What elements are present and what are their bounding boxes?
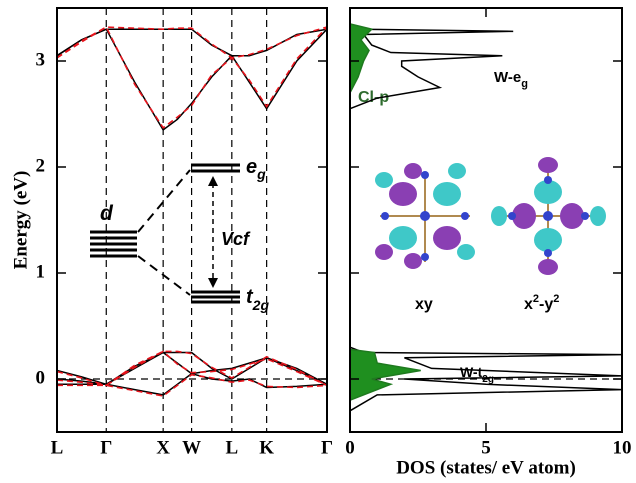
annotation: xy — [415, 296, 433, 313]
plot-frame — [349, 7, 623, 433]
y-axis-label: Energy (eV) — [10, 171, 31, 270]
band-line — [57, 26, 327, 59]
x-tick-label: X — [156, 437, 170, 458]
annotation: d — [100, 202, 114, 225]
orbital-x2-y2 — [491, 157, 606, 275]
y-tick-label: 0 — [36, 367, 46, 388]
y-tick-label: 1 — [36, 261, 46, 282]
annotation: t2g — [246, 286, 269, 312]
x-tick-label: 5 — [481, 437, 491, 458]
band-line — [350, 23, 622, 412]
band-line — [57, 28, 327, 57]
x-tick-label: Γ — [100, 437, 112, 458]
annotation: Vcf — [221, 229, 251, 249]
plot-frame — [56, 7, 328, 433]
band-line — [57, 25, 327, 129]
x-tick-label: 0 — [345, 437, 355, 458]
x-tick-label: W — [182, 437, 201, 458]
annotation: W-t2g — [460, 364, 494, 385]
x-tick-label: K — [259, 437, 274, 458]
x-tick-label: L — [225, 437, 238, 458]
band-line — [57, 350, 327, 387]
band-line — [57, 373, 327, 397]
level-diagram — [90, 163, 240, 304]
level-connectors — [137, 169, 214, 296]
y-tick-label: 3 — [36, 49, 46, 70]
band-line — [57, 372, 327, 396]
annotation: x2-y2 — [524, 293, 559, 313]
annotation: eg — [246, 156, 266, 181]
annotation: W-eg — [494, 69, 528, 90]
x-tick-label: 10 — [613, 437, 632, 458]
y-tick-label: 2 — [36, 155, 46, 176]
background-layer — [56, 8, 622, 432]
band-line — [57, 350, 327, 387]
orbital-xy — [375, 163, 475, 269]
x-tick-label: L — [51, 437, 64, 458]
x-tick-label: Γ — [321, 437, 333, 458]
x-axis-label: DOS (states/ eV atom) — [396, 457, 576, 478]
